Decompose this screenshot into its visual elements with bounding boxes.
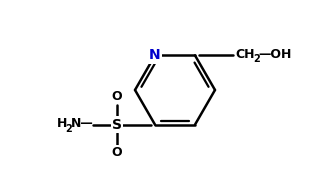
Text: S: S bbox=[112, 118, 122, 132]
Text: O: O bbox=[112, 90, 122, 103]
Text: 2: 2 bbox=[65, 124, 72, 134]
Text: —OH: —OH bbox=[258, 48, 291, 61]
Text: 2: 2 bbox=[253, 54, 260, 64]
Text: N—: N— bbox=[71, 117, 94, 130]
Text: CH: CH bbox=[235, 48, 254, 61]
Text: N: N bbox=[149, 48, 161, 62]
Text: O: O bbox=[112, 146, 122, 159]
Text: H: H bbox=[57, 117, 67, 130]
